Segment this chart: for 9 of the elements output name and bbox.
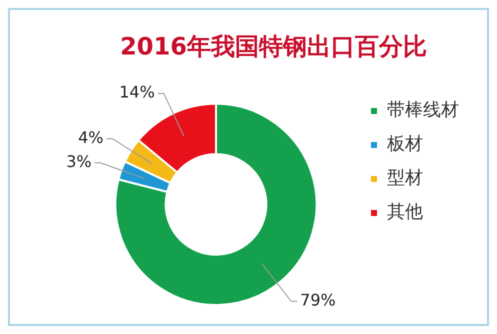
legend-label: 板材 (386, 134, 423, 155)
legend-label: 型材 (387, 168, 423, 189)
data-label: 3% (66, 152, 92, 172)
chart-title: 2016年我国特钢出口百分比 (120, 32, 427, 61)
data-label: 4% (78, 128, 104, 147)
data-label: 14% (119, 82, 155, 102)
legend-label: 其他 (387, 202, 423, 223)
data-label: 79% (300, 290, 336, 310)
legend-label: 带棒线材 (387, 100, 459, 121)
